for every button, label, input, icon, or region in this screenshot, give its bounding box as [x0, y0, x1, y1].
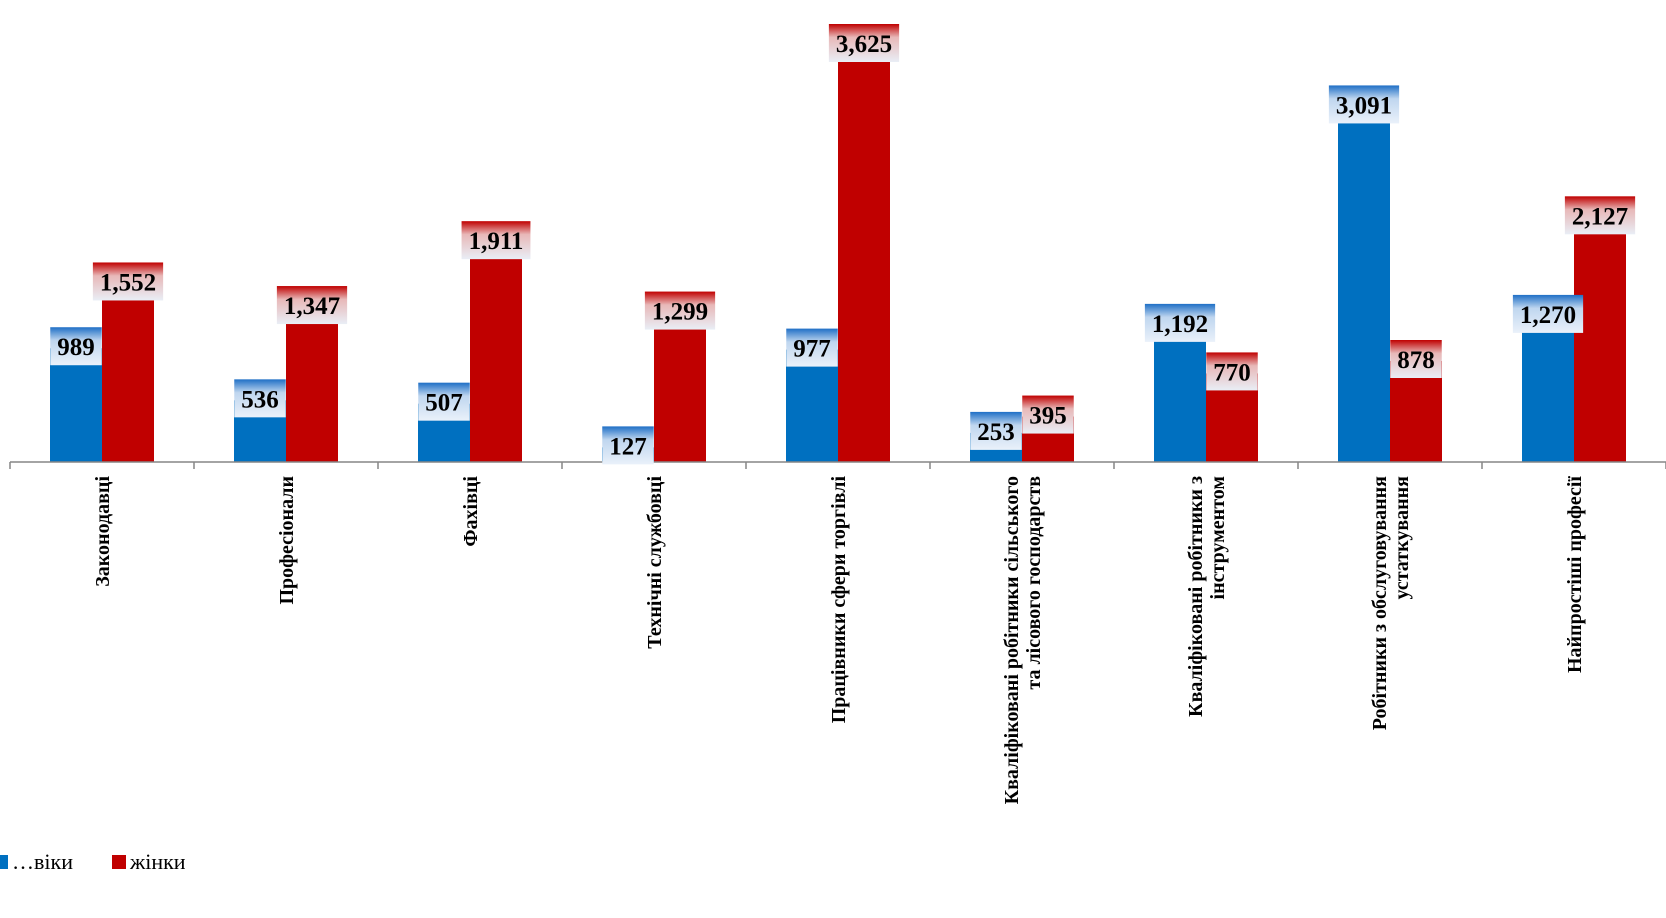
value-label: 770: [1213, 359, 1251, 386]
value-label: 1,347: [284, 293, 340, 320]
value-label: 989: [57, 334, 95, 361]
value-label-box: [1206, 352, 1258, 391]
category-label-line: інструментом: [1207, 476, 1229, 599]
category-label-line: Працівники сфери торгівлі: [828, 476, 850, 724]
bar-female-2: [470, 242, 522, 462]
value-label-box: [970, 411, 1022, 450]
category-label-line: устаткування: [1391, 476, 1413, 600]
value-label-box: [418, 382, 470, 421]
category-label: Професіонали: [276, 476, 298, 605]
value-labels-layer: 989 536 507 127 977 253 1,192 3,091 1,270 1,552 1,…: [50, 24, 1636, 465]
bar-female-1: [286, 307, 338, 462]
category-label-line: Законодавці: [92, 476, 114, 587]
category-label: Найпростіші професії: [1564, 476, 1586, 673]
value-label: 253: [977, 419, 1015, 446]
category-label: Працівники сфери торгівлі: [828, 476, 850, 724]
value-label-box: [1328, 85, 1400, 124]
value-label-box: [1390, 339, 1442, 378]
value-label: 1,911: [469, 228, 524, 255]
bar-female-3: [654, 312, 706, 462]
category-label-line: Робітники з обслуговування: [1369, 476, 1391, 730]
category-label: Законодавці: [92, 476, 114, 587]
category-label: Технічні службовці: [644, 476, 666, 649]
category-labels-layer: Законодавці Професіонали Фахівці Технічні с…: [92, 476, 1586, 805]
value-label-box: [602, 426, 654, 465]
bar-female-8: [1574, 217, 1626, 462]
bar-female-4: [838, 45, 890, 462]
category-label-line: Технічні службовці: [644, 476, 666, 649]
value-label: 507: [425, 390, 463, 417]
value-label-box: [828, 24, 900, 62]
value-label: 1,552: [100, 269, 156, 296]
value-label-box: [644, 291, 716, 330]
category-label-line: Найпростіші професії: [1564, 476, 1586, 673]
legend-item-female-swatch: [112, 855, 126, 869]
value-label: 536: [241, 386, 279, 413]
value-label: 3,625: [836, 31, 892, 58]
category-label: Кваліфіковані робітники з інструментом: [1185, 476, 1229, 717]
bar-male-0: [50, 348, 102, 462]
value-label: 127: [609, 433, 647, 460]
value-label-box: [50, 327, 102, 366]
category-label: Робітники з обслуговування устаткування: [1369, 476, 1413, 730]
value-label: 3,091: [1336, 92, 1392, 119]
bar-male-8: [1522, 315, 1574, 462]
category-label: Фахівці: [460, 476, 482, 547]
value-label: 1,192: [1152, 311, 1208, 338]
legend: …віки жінки: [0, 849, 186, 874]
value-label: 1,270: [1520, 302, 1576, 329]
value-label: 395: [1029, 403, 1067, 430]
bar-male-4: [786, 349, 838, 462]
category-label-line: Кваліфіковані робітники з: [1185, 476, 1207, 717]
legend-item-male-swatch: [0, 855, 8, 869]
legend-item-male-label: …віки: [12, 849, 73, 874]
value-label: 1,299: [652, 299, 708, 326]
value-label: 977: [793, 336, 831, 363]
value-label-box: [92, 262, 164, 301]
value-label: 878: [1397, 347, 1435, 374]
bar-male-6: [1154, 324, 1206, 462]
value-label-box: [1022, 395, 1074, 434]
value-label-box: [786, 328, 838, 367]
legend-item-female-label: жінки: [129, 849, 186, 874]
bar-female-0: [102, 283, 154, 462]
value-label: 2,127: [1572, 203, 1628, 230]
axis-layer: [9, 461, 1666, 469]
category-label-line: Фахівці: [460, 476, 482, 547]
category-label-line: Професіонали: [276, 476, 298, 605]
value-label-box: [1512, 294, 1584, 333]
value-label-box: [234, 379, 286, 418]
bar-male-7: [1338, 106, 1390, 463]
value-label-box: [1564, 196, 1636, 235]
category-label: Кваліфіковані робітники сільського та ліс…: [1001, 476, 1045, 805]
category-label-line: Кваліфіковані робітники сільського: [1001, 476, 1023, 804]
value-label-box: [1144, 303, 1216, 342]
category-label-line: та лісового господарств: [1023, 476, 1045, 690]
value-label-box: [461, 221, 531, 260]
value-label-box: [276, 286, 348, 325]
